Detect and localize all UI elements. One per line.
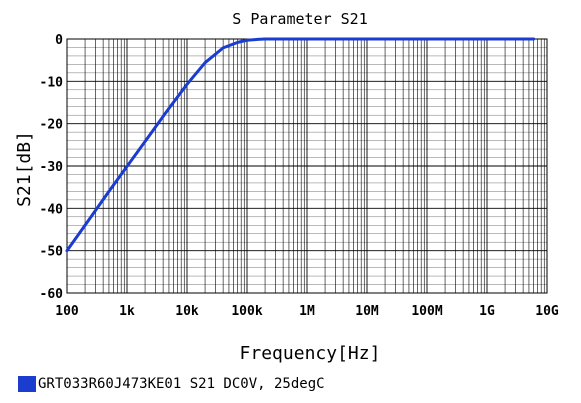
y-tick-label: -40 [40,202,64,217]
legend-label: GRT033R60J473KE01 S21 DC0V, 25degC [38,376,325,392]
y-axis-label: S21[dB] [14,131,35,207]
grid-lines [66,38,547,294]
x-tick-label: 10M [355,304,379,319]
chart-title: S Parameter S21 [232,10,367,28]
series-layer [65,37,536,253]
x-tick-label: 10k [175,304,199,319]
x-tick-label: 10G [535,304,559,319]
axis-ticks: 100 1k 10k 100k 1M 10M 100M 1G 10G 0 -10 -20 -30 -40 -… [40,33,559,319]
series-line [65,37,536,253]
y-tick-label: -60 [40,287,64,302]
y-tick-label: 0 [55,33,63,48]
y-tick-label: -30 [40,160,64,175]
x-axis-label: Frequency[Hz] [240,343,381,364]
y-tick-label: -10 [40,75,64,90]
legend: GRT033R60J473KE01 S21 DC0V, 25degC [18,374,325,394]
x-tick-label: 1G [479,304,495,319]
x-tick-label: 100 [55,304,79,319]
x-tick-label: 1k [119,304,135,319]
y-tick-label: -50 [40,245,64,260]
y-tick-label: -20 [40,118,64,133]
x-tick-label: 1M [299,304,315,319]
legend-swatch [18,376,36,392]
x-tick-label: 100M [411,304,442,319]
x-tick-label: 100k [231,304,262,319]
